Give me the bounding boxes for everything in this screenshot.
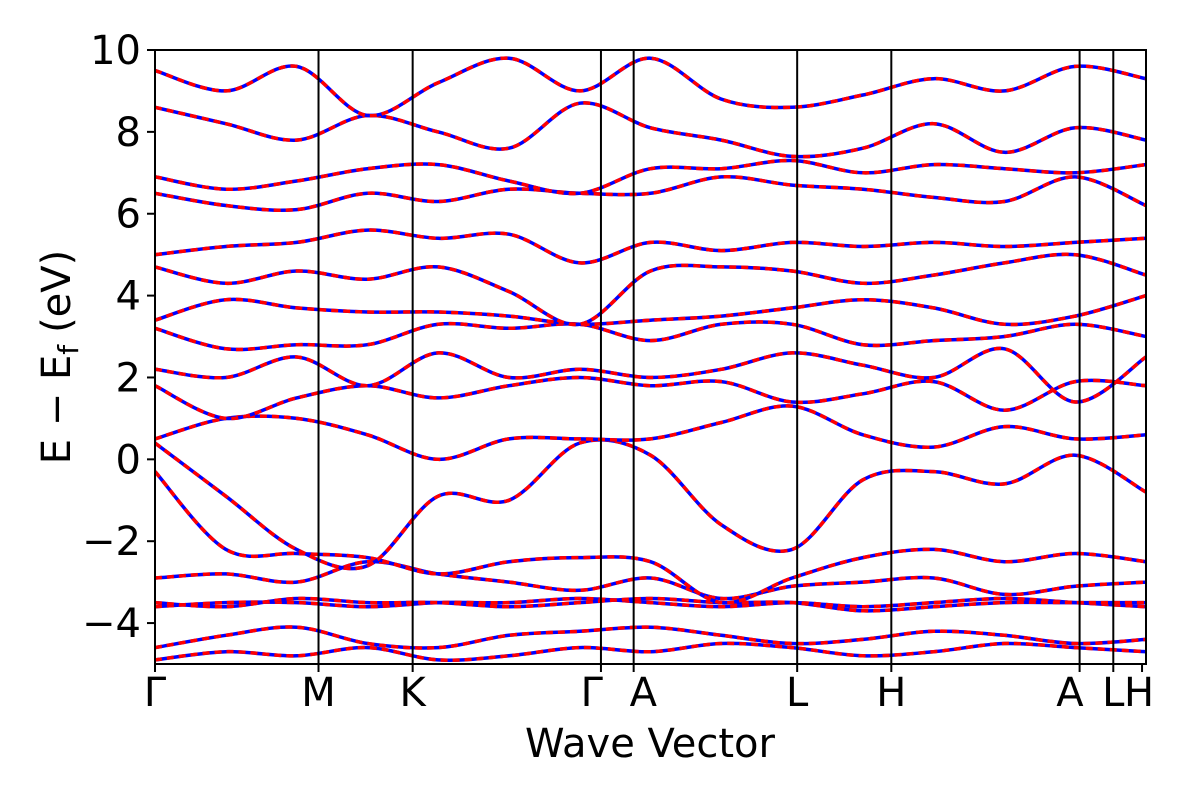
x-tick-label: H — [876, 670, 906, 716]
y-axis-ticks: −4 −2 0 2 4 6 8 10 — [82, 28, 155, 647]
band-line-base — [155, 101, 1146, 159]
band-line — [155, 101, 1146, 159]
y-tick-label: 2 — [116, 355, 141, 401]
band-line — [155, 252, 1146, 327]
plot-frame — [154, 49, 1147, 665]
band-line-base — [155, 404, 1146, 462]
x-tick-label: M — [301, 670, 336, 716]
x-tick-label: K — [400, 670, 428, 716]
band-line-base — [155, 158, 1146, 196]
y-tick-label: 0 — [116, 437, 141, 483]
band-line-base — [155, 470, 1146, 605]
y-tick-label: −2 — [82, 519, 141, 565]
band-line — [155, 158, 1146, 196]
y-axis-label-sub: f — [52, 344, 85, 355]
x-axis-label: Wave Vector — [525, 721, 776, 767]
band-line — [155, 641, 1146, 662]
band-lines — [155, 56, 1146, 662]
y-tick-label: 6 — [116, 192, 141, 238]
band-line — [155, 470, 1146, 605]
band-line — [155, 56, 1146, 118]
band-line-base — [155, 346, 1146, 404]
band-line-base — [155, 56, 1146, 118]
x-tick-label: A — [1056, 670, 1084, 716]
x-tick-label: L — [1102, 670, 1125, 716]
x-tick-label: Γ — [581, 670, 604, 716]
y-axis-label: E − Ef (eV) — [34, 250, 85, 465]
x-tick-label: A — [630, 670, 658, 716]
y-axis-label-unit: (eV) — [34, 250, 80, 333]
y-tick-label: −4 — [82, 601, 141, 647]
x-tick-label: Γ — [144, 670, 167, 716]
band-line — [155, 228, 1146, 265]
band-line-base — [155, 438, 1146, 571]
band-line — [155, 404, 1146, 462]
band-line-base — [155, 293, 1146, 327]
band-line — [155, 320, 1146, 352]
band-line — [155, 375, 1146, 421]
x-tick-label: L — [786, 670, 809, 716]
band-line — [155, 346, 1146, 404]
y-tick-label: 8 — [116, 110, 141, 156]
y-axis-label-main: E − E — [34, 355, 80, 465]
band-line — [155, 559, 1146, 601]
band-line-base — [155, 375, 1146, 421]
band-line — [155, 438, 1146, 571]
y-tick-label: 4 — [116, 274, 141, 320]
band-line — [155, 596, 1146, 613]
y-tick-label: 10 — [90, 28, 141, 74]
band-line-base — [155, 174, 1146, 213]
high-symmetry-lines — [317, 50, 1115, 664]
x-tick-label: H — [1124, 670, 1154, 716]
